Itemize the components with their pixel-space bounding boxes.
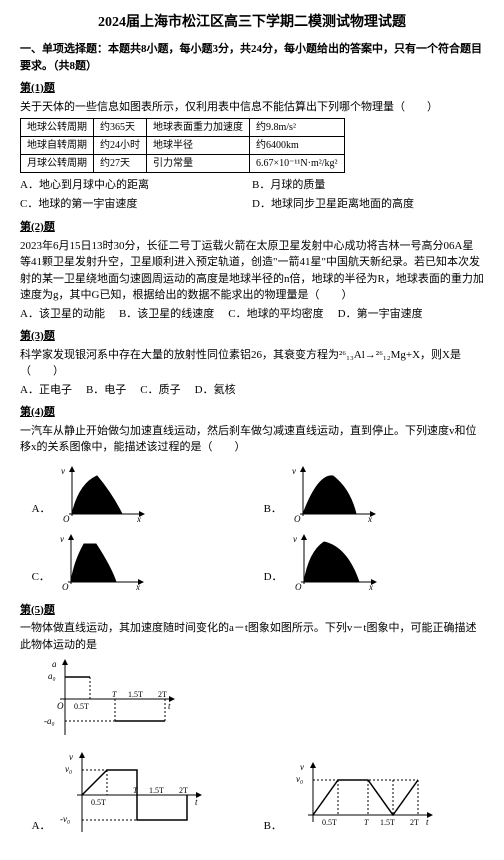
letter-b: B． (264, 818, 282, 841)
cell: 引力常量 (147, 155, 250, 173)
letter-a: A． (32, 818, 51, 841)
cell: 约24小时 (94, 137, 147, 155)
option-a: A．正电子 (20, 382, 72, 399)
q4-text: 一汽车从静止开始做匀加速直线运动，然后刹车做匀减速直线运动，直到停止。下列速度v… (20, 423, 484, 456)
svg-text:T: T (364, 818, 369, 827)
svg-text:v: v (293, 534, 297, 544)
option-c: C．质子 (140, 382, 180, 399)
svg-text:0.5T: 0.5T (74, 702, 89, 711)
svg-text:-v₀: -v₀ (60, 814, 70, 824)
cell: 约9.8m/s² (250, 119, 345, 137)
option-c: C．地球的平均密度 (228, 306, 323, 323)
svg-text:t: t (168, 701, 171, 711)
option-a: A．该卫星的动能 (20, 306, 105, 323)
q3-options: A．正电子 B．电子 C．质子 D．氦核 (20, 382, 484, 399)
chart-icon: v t v₀ -v₀ 0.5T T 1.5T 2T (57, 750, 207, 840)
cell: 6.67×10⁻¹¹N·m²/kg² (250, 155, 345, 173)
svg-text:v: v (69, 752, 73, 762)
svg-text:2T: 2T (410, 818, 419, 827)
svg-text:v: v (292, 466, 296, 476)
cell: 地球公转周期 (21, 119, 94, 137)
svg-text:v₀: v₀ (65, 764, 72, 774)
letter-b: B． (264, 501, 282, 524)
option-d: D．地球同步卫星距离地面的高度 (252, 196, 484, 213)
q5-given-graph: a t O a₀ -a₀ 0.5T T 1.5T 2T (40, 657, 484, 742)
q3-label: 第(3)题 (20, 328, 484, 345)
cell: 约27天 (94, 155, 147, 173)
q5-options-row: A． v t v₀ -v₀ 0.5T T 1.5T 2T B． (20, 746, 484, 844)
letter-d: D． (264, 569, 283, 592)
svg-text:2T: 2T (179, 786, 188, 795)
chart-icon: v x O (289, 532, 379, 592)
svg-text:O: O (63, 514, 70, 524)
svg-text:O: O (295, 582, 302, 592)
option-d: D．氦核 (195, 382, 236, 399)
q1-table: 地球公转周期 约365天 地球表面重力加速度 约9.8m/s² 地球自转周期 约… (20, 118, 345, 173)
svg-text:v₀: v₀ (296, 774, 303, 784)
letter-a: A． (32, 501, 51, 524)
q4-graphs: A． v x O B． v x O C． (20, 460, 484, 596)
q3-text: 科学家发现银河系中存在大量的放射性同位素铝26，其衰变方程为²⁶₁₃Al→²⁶₁… (20, 347, 484, 380)
svg-text:T: T (112, 690, 117, 699)
svg-text:O: O (62, 582, 69, 592)
chart-icon: v x O (288, 464, 378, 524)
chart-icon: v x O (56, 532, 146, 592)
q4-graph-c: C． v x O (32, 532, 241, 592)
q1-label: 第(1)题 (20, 80, 484, 97)
svg-text:0.5T: 0.5T (322, 818, 337, 827)
chart-icon: v t v₀ 0.5T T 1.5T 2T (288, 760, 438, 830)
q1-options: A．地心到月球中心的距离 B．月球的质量 C．地球的第一宇宙速度 D．地球同步卫… (20, 176, 484, 213)
cell: 地球自转周期 (21, 137, 94, 155)
option-b: B．月球的质量 (252, 177, 484, 194)
cell: 月球公转周期 (21, 155, 94, 173)
svg-text:0.5T: 0.5T (91, 798, 106, 807)
q4-graph-b: B． v x O (264, 464, 473, 524)
svg-text:t: t (426, 817, 429, 827)
q4-graph-d: D． v x O (264, 532, 473, 592)
option-d: D．第一宇宙速度 (338, 306, 423, 323)
svg-text:-a₀: -a₀ (44, 716, 55, 726)
svg-text:1.5T: 1.5T (149, 786, 164, 795)
option-c: C．地球的第一宇宙速度 (20, 196, 252, 213)
letter-c: C． (32, 569, 50, 592)
section-header: 一、单项选择题：本题共8小题，每小题3分，共24分，每小题给出的答案中，只有一个… (20, 41, 484, 74)
svg-text:v: v (61, 466, 65, 476)
q4-label: 第(4)题 (20, 404, 484, 421)
svg-text:1.5T: 1.5T (380, 818, 395, 827)
cell: 约365天 (94, 119, 147, 137)
option-b: B．该卫星的线速度 (119, 306, 214, 323)
svg-text:x: x (368, 582, 373, 592)
q5-text: 一物体做直线运动，其加速度随时间变化的a－t图象如图所示。下列v－t图象中，可能… (20, 620, 484, 653)
q1-text: 关于天体的一些信息如图表所示，仅利用表中信息不能估算出下列哪个物理量（ ） (20, 99, 484, 116)
option-b: B．电子 (86, 382, 126, 399)
chart-icon: v x O (57, 464, 147, 524)
cell: 地球表面重力加速度 (147, 119, 250, 137)
q5-graph-a: A． v t v₀ -v₀ 0.5T T 1.5T 2T (32, 750, 241, 840)
q5-graph-b: B． v t v₀ 0.5T T 1.5T 2T (264, 750, 473, 840)
svg-text:O: O (57, 701, 64, 711)
svg-text:v: v (300, 762, 304, 772)
svg-text:t: t (195, 797, 198, 807)
cell: 地球半径 (147, 137, 250, 155)
svg-text:x: x (367, 514, 372, 524)
svg-text:v: v (60, 534, 64, 544)
svg-text:a₀: a₀ (48, 671, 56, 681)
svg-text:1.5T: 1.5T (128, 690, 143, 699)
svg-text:O: O (294, 514, 301, 524)
cell: 约6400km (250, 137, 345, 155)
q2-label: 第(2)题 (20, 219, 484, 236)
svg-text:x: x (135, 582, 140, 592)
page-title: 2024届上海市松江区高三下学期二模测试物理试题 (20, 12, 484, 33)
svg-text:x: x (136, 514, 141, 524)
q5-label: 第(5)题 (20, 602, 484, 619)
chart-icon: a t O a₀ -a₀ 0.5T T 1.5T 2T (40, 657, 180, 742)
q2-options: A．该卫星的动能 B．该卫星的线速度 C．地球的平均密度 D．第一宇宙速度 (20, 306, 484, 323)
svg-text:T: T (133, 786, 138, 795)
q2-text: 2023年6月15日13时30分，长征二号丁运载火箭在太原卫星发射中心成功将吉林… (20, 238, 484, 304)
q4-graph-a: A． v x O (32, 464, 241, 524)
svg-text:a: a (52, 659, 57, 669)
svg-text:2T: 2T (158, 690, 167, 699)
option-a: A．地心到月球中心的距离 (20, 177, 252, 194)
